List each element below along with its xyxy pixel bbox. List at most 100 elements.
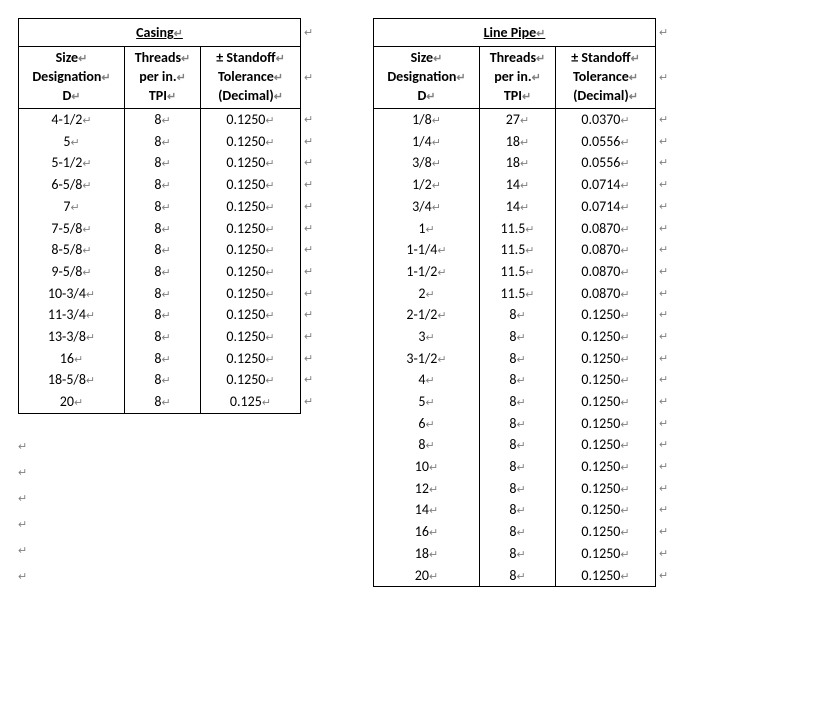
casing-title: Casing↵ bbox=[19, 19, 301, 47]
linepipe-cell: 8↵ bbox=[480, 521, 556, 543]
row-end-mark-icon: ↵ bbox=[301, 348, 323, 370]
linepipe-cell: 0.1250↵ bbox=[556, 565, 656, 587]
table-row: 13-3/8↵8↵0.1250↵↵ bbox=[19, 326, 323, 348]
table-row: 1/4↵18↵0.0556↵↵ bbox=[374, 131, 678, 153]
linepipe-cell: 0.0870↵ bbox=[556, 218, 656, 240]
paragraph-mark-icon: ↵ bbox=[18, 459, 323, 485]
linepipe-cell: 0.1250↵ bbox=[556, 543, 656, 565]
casing-cell: 0.1250↵ bbox=[201, 369, 301, 391]
linepipe-cell: 1/4↵ bbox=[374, 131, 480, 153]
linepipe-cell: 0.1250↵ bbox=[556, 369, 656, 391]
casing-cell: 7↵ bbox=[19, 196, 125, 218]
linepipe-cell: 8↵ bbox=[480, 499, 556, 521]
linepipe-cell: 0.0556↵ bbox=[556, 152, 656, 174]
table-row: 16↵8↵0.1250↵↵ bbox=[19, 348, 323, 370]
table-row: 3/4↵14↵0.0714↵↵ bbox=[374, 196, 678, 218]
casing-cell: 0.1250↵ bbox=[201, 239, 301, 261]
row-end-mark-icon: ↵ bbox=[656, 521, 678, 543]
row-end-mark-icon: ↵ bbox=[301, 283, 323, 305]
row-end-mark-icon: ↵ bbox=[656, 434, 678, 456]
row-end-mark-icon: ↵ bbox=[656, 218, 678, 240]
casing-cell: 8↵ bbox=[125, 109, 201, 131]
linepipe-cell: 0.1250↵ bbox=[556, 304, 656, 326]
row-end-mark-icon: ↵ bbox=[301, 391, 323, 413]
trailing-paragraph-marks: ↵↵↵↵↵↵ bbox=[18, 433, 323, 589]
casing-cell: 8↵ bbox=[125, 152, 201, 174]
linepipe-cell: 2-1/2↵ bbox=[374, 304, 480, 326]
casing-cell: 9-5/8↵ bbox=[19, 261, 125, 283]
casing-cell: 8↵ bbox=[125, 348, 201, 370]
casing-cell: 0.1250↵ bbox=[201, 326, 301, 348]
table-row: 8-5/8↵8↵0.1250↵↵ bbox=[19, 239, 323, 261]
casing-cell: 8↵ bbox=[125, 304, 201, 326]
linepipe-cell: 0.0370↵ bbox=[556, 109, 656, 131]
paragraph-mark-icon: ↵ bbox=[18, 563, 323, 589]
casing-cell: 0.1250↵ bbox=[201, 196, 301, 218]
row-end-mark-icon: ↵ bbox=[301, 152, 323, 174]
row-end-mark-icon: ↵ bbox=[656, 348, 678, 370]
linepipe-cell: 14↵ bbox=[480, 196, 556, 218]
table-row: 20↵8↵0.1250↵↵ bbox=[374, 565, 678, 587]
casing-header-col-2: ± Standoff↵Tolerance↵(Decimal)↵ bbox=[201, 47, 301, 109]
casing-cell: 10-3/4↵ bbox=[19, 283, 125, 305]
linepipe-cell: 0.1250↵ bbox=[556, 391, 656, 413]
casing-cell: 8↵ bbox=[125, 239, 201, 261]
linepipe-cell: 14↵ bbox=[480, 174, 556, 196]
casing-cell: 13-3/8↵ bbox=[19, 326, 125, 348]
linepipe-cell: 8↵ bbox=[480, 543, 556, 565]
linepipe-cell: 1↵ bbox=[374, 218, 480, 240]
row-end-mark-icon: ↵ bbox=[301, 239, 323, 261]
linepipe-cell: 8↵ bbox=[480, 304, 556, 326]
casing-cell: 8↵ bbox=[125, 174, 201, 196]
table-row: 10↵8↵0.1250↵↵ bbox=[374, 456, 678, 478]
row-end-mark-icon: ↵ bbox=[656, 543, 678, 565]
table-row: 1/2↵14↵0.0714↵↵ bbox=[374, 174, 678, 196]
linepipe-header-col-2: ± Standoff↵Tolerance↵(Decimal)↵ bbox=[556, 47, 656, 109]
linepipe-table-wrap: Line Pipe↵↵Size↵Designation↵D↵Threads↵pe… bbox=[373, 18, 678, 587]
row-end-mark-icon: ↵ bbox=[301, 196, 323, 218]
casing-cell: 0.1250↵ bbox=[201, 283, 301, 305]
linepipe-cell: 8↵ bbox=[480, 348, 556, 370]
row-end-mark-icon: ↵ bbox=[301, 261, 323, 283]
table-row: 18↵8↵0.1250↵↵ bbox=[374, 543, 678, 565]
casing-cell: 0.1250↵ bbox=[201, 109, 301, 131]
casing-header-col-0: Size↵Designation↵D↵ bbox=[19, 47, 125, 109]
linepipe-cell: 16↵ bbox=[374, 521, 480, 543]
linepipe-header-col-1: Threads↵per in.↵TPI↵ bbox=[480, 47, 556, 109]
table-row: 2-1/2↵8↵0.1250↵↵ bbox=[374, 304, 678, 326]
casing-cell: 0.1250↵ bbox=[201, 174, 301, 196]
row-end-mark-icon: ↵ bbox=[656, 47, 678, 109]
row-end-mark-icon: ↵ bbox=[656, 478, 678, 500]
casing-cell: 0.1250↵ bbox=[201, 304, 301, 326]
paragraph-mark-icon: ↵ bbox=[18, 485, 323, 511]
casing-cell: 8↵ bbox=[125, 218, 201, 240]
row-end-mark-icon: ↵ bbox=[656, 283, 678, 305]
linepipe-cell: 8↵ bbox=[480, 565, 556, 587]
casing-header-col-1: Threads↵per in.↵TPI↵ bbox=[125, 47, 201, 109]
linepipe-cell: 6↵ bbox=[374, 413, 480, 435]
linepipe-cell: 0.1250↵ bbox=[556, 326, 656, 348]
row-end-mark-icon: ↵ bbox=[301, 304, 323, 326]
casing-cell: 0.125↵ bbox=[201, 391, 301, 413]
row-end-mark-icon: ↵ bbox=[301, 369, 323, 391]
row-end-mark-icon: ↵ bbox=[656, 174, 678, 196]
casing-cell: 5-1/2↵ bbox=[19, 152, 125, 174]
casing-cell: 0.1250↵ bbox=[201, 218, 301, 240]
casing-cell: 0.1250↵ bbox=[201, 152, 301, 174]
linepipe-cell: 0.1250↵ bbox=[556, 478, 656, 500]
linepipe-cell: 12↵ bbox=[374, 478, 480, 500]
linepipe-cell: 0.1250↵ bbox=[556, 434, 656, 456]
linepipe-cell: 11.5↵ bbox=[480, 239, 556, 261]
casing-cell: 8↵ bbox=[125, 391, 201, 413]
linepipe-header-col-0: Size↵Designation↵D↵ bbox=[374, 47, 480, 109]
row-end-mark-icon: ↵ bbox=[301, 131, 323, 153]
linepipe-cell: 11.5↵ bbox=[480, 218, 556, 240]
table-row: 5↵8↵0.1250↵↵ bbox=[374, 391, 678, 413]
linepipe-cell: 8↵ bbox=[480, 391, 556, 413]
table-row: 10-3/4↵8↵0.1250↵↵ bbox=[19, 283, 323, 305]
linepipe-cell: 0.0870↵ bbox=[556, 283, 656, 305]
row-end-mark-icon: ↵ bbox=[301, 19, 323, 47]
linepipe-cell: 5↵ bbox=[374, 391, 480, 413]
casing-cell: 8↵ bbox=[125, 261, 201, 283]
linepipe-cell: 18↵ bbox=[374, 543, 480, 565]
